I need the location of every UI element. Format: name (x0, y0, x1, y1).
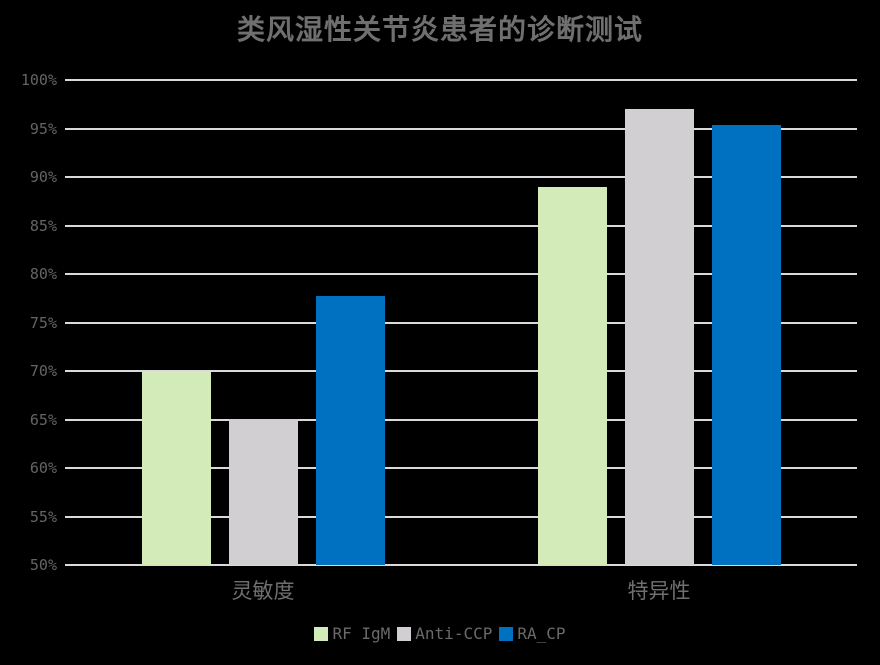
gridline (65, 128, 857, 130)
bar-ra-cp-1 (712, 125, 781, 565)
y-tick-label: 50% (29, 556, 57, 574)
bar-rf-igm-1 (538, 187, 607, 565)
legend-swatch-icon (397, 626, 412, 641)
category-label-0: 灵敏度 (231, 579, 295, 603)
gridline (65, 273, 857, 275)
bar-anti-ccp-0 (229, 419, 298, 565)
legend-swatch-icon (499, 626, 514, 641)
gridline (65, 225, 857, 227)
bar-anti-ccp-1 (625, 109, 694, 565)
y-tick-label: 55% (29, 507, 57, 526)
legend-label: RF IgM (332, 624, 391, 643)
legend-item-anti-ccp: Anti-CCP (397, 624, 492, 643)
y-tick-label: 60% (29, 459, 57, 477)
gridline (65, 176, 857, 178)
y-tick-label: 85% (29, 216, 57, 235)
gridline (65, 516, 857, 518)
gridline (65, 467, 857, 469)
gridline (65, 322, 857, 324)
y-tick-label: 90% (29, 168, 57, 186)
legend-swatch-icon (314, 626, 329, 641)
gridline (65, 370, 857, 372)
bar-ra-cp-0 (316, 296, 385, 565)
chart-title: 类风湿性关节炎患者的诊断测试 (236, 13, 643, 46)
legend: RF IgM Anti-CCP RA_CP (0, 624, 880, 643)
y-tick-label: 100% (20, 71, 57, 89)
plot-area (65, 79, 857, 566)
legend-label: Anti-CCP (415, 624, 493, 643)
legend-item-rf-igm: RF IgM (314, 624, 390, 643)
gridline (65, 419, 857, 421)
gridline (65, 79, 857, 81)
y-tick-label: 80% (29, 265, 57, 283)
y-tick-label: 95% (29, 119, 57, 138)
y-tick-label: 70% (29, 362, 57, 380)
y-tick-label: 75% (29, 313, 57, 332)
gridline (65, 564, 857, 566)
legend-label: RA_CP (517, 624, 566, 643)
bar-rf-igm-0 (142, 371, 211, 565)
category-label-1: 特异性 (627, 579, 691, 603)
y-tick-label: 65% (29, 410, 57, 429)
legend-item-ra-cp: RA_CP (499, 624, 566, 643)
